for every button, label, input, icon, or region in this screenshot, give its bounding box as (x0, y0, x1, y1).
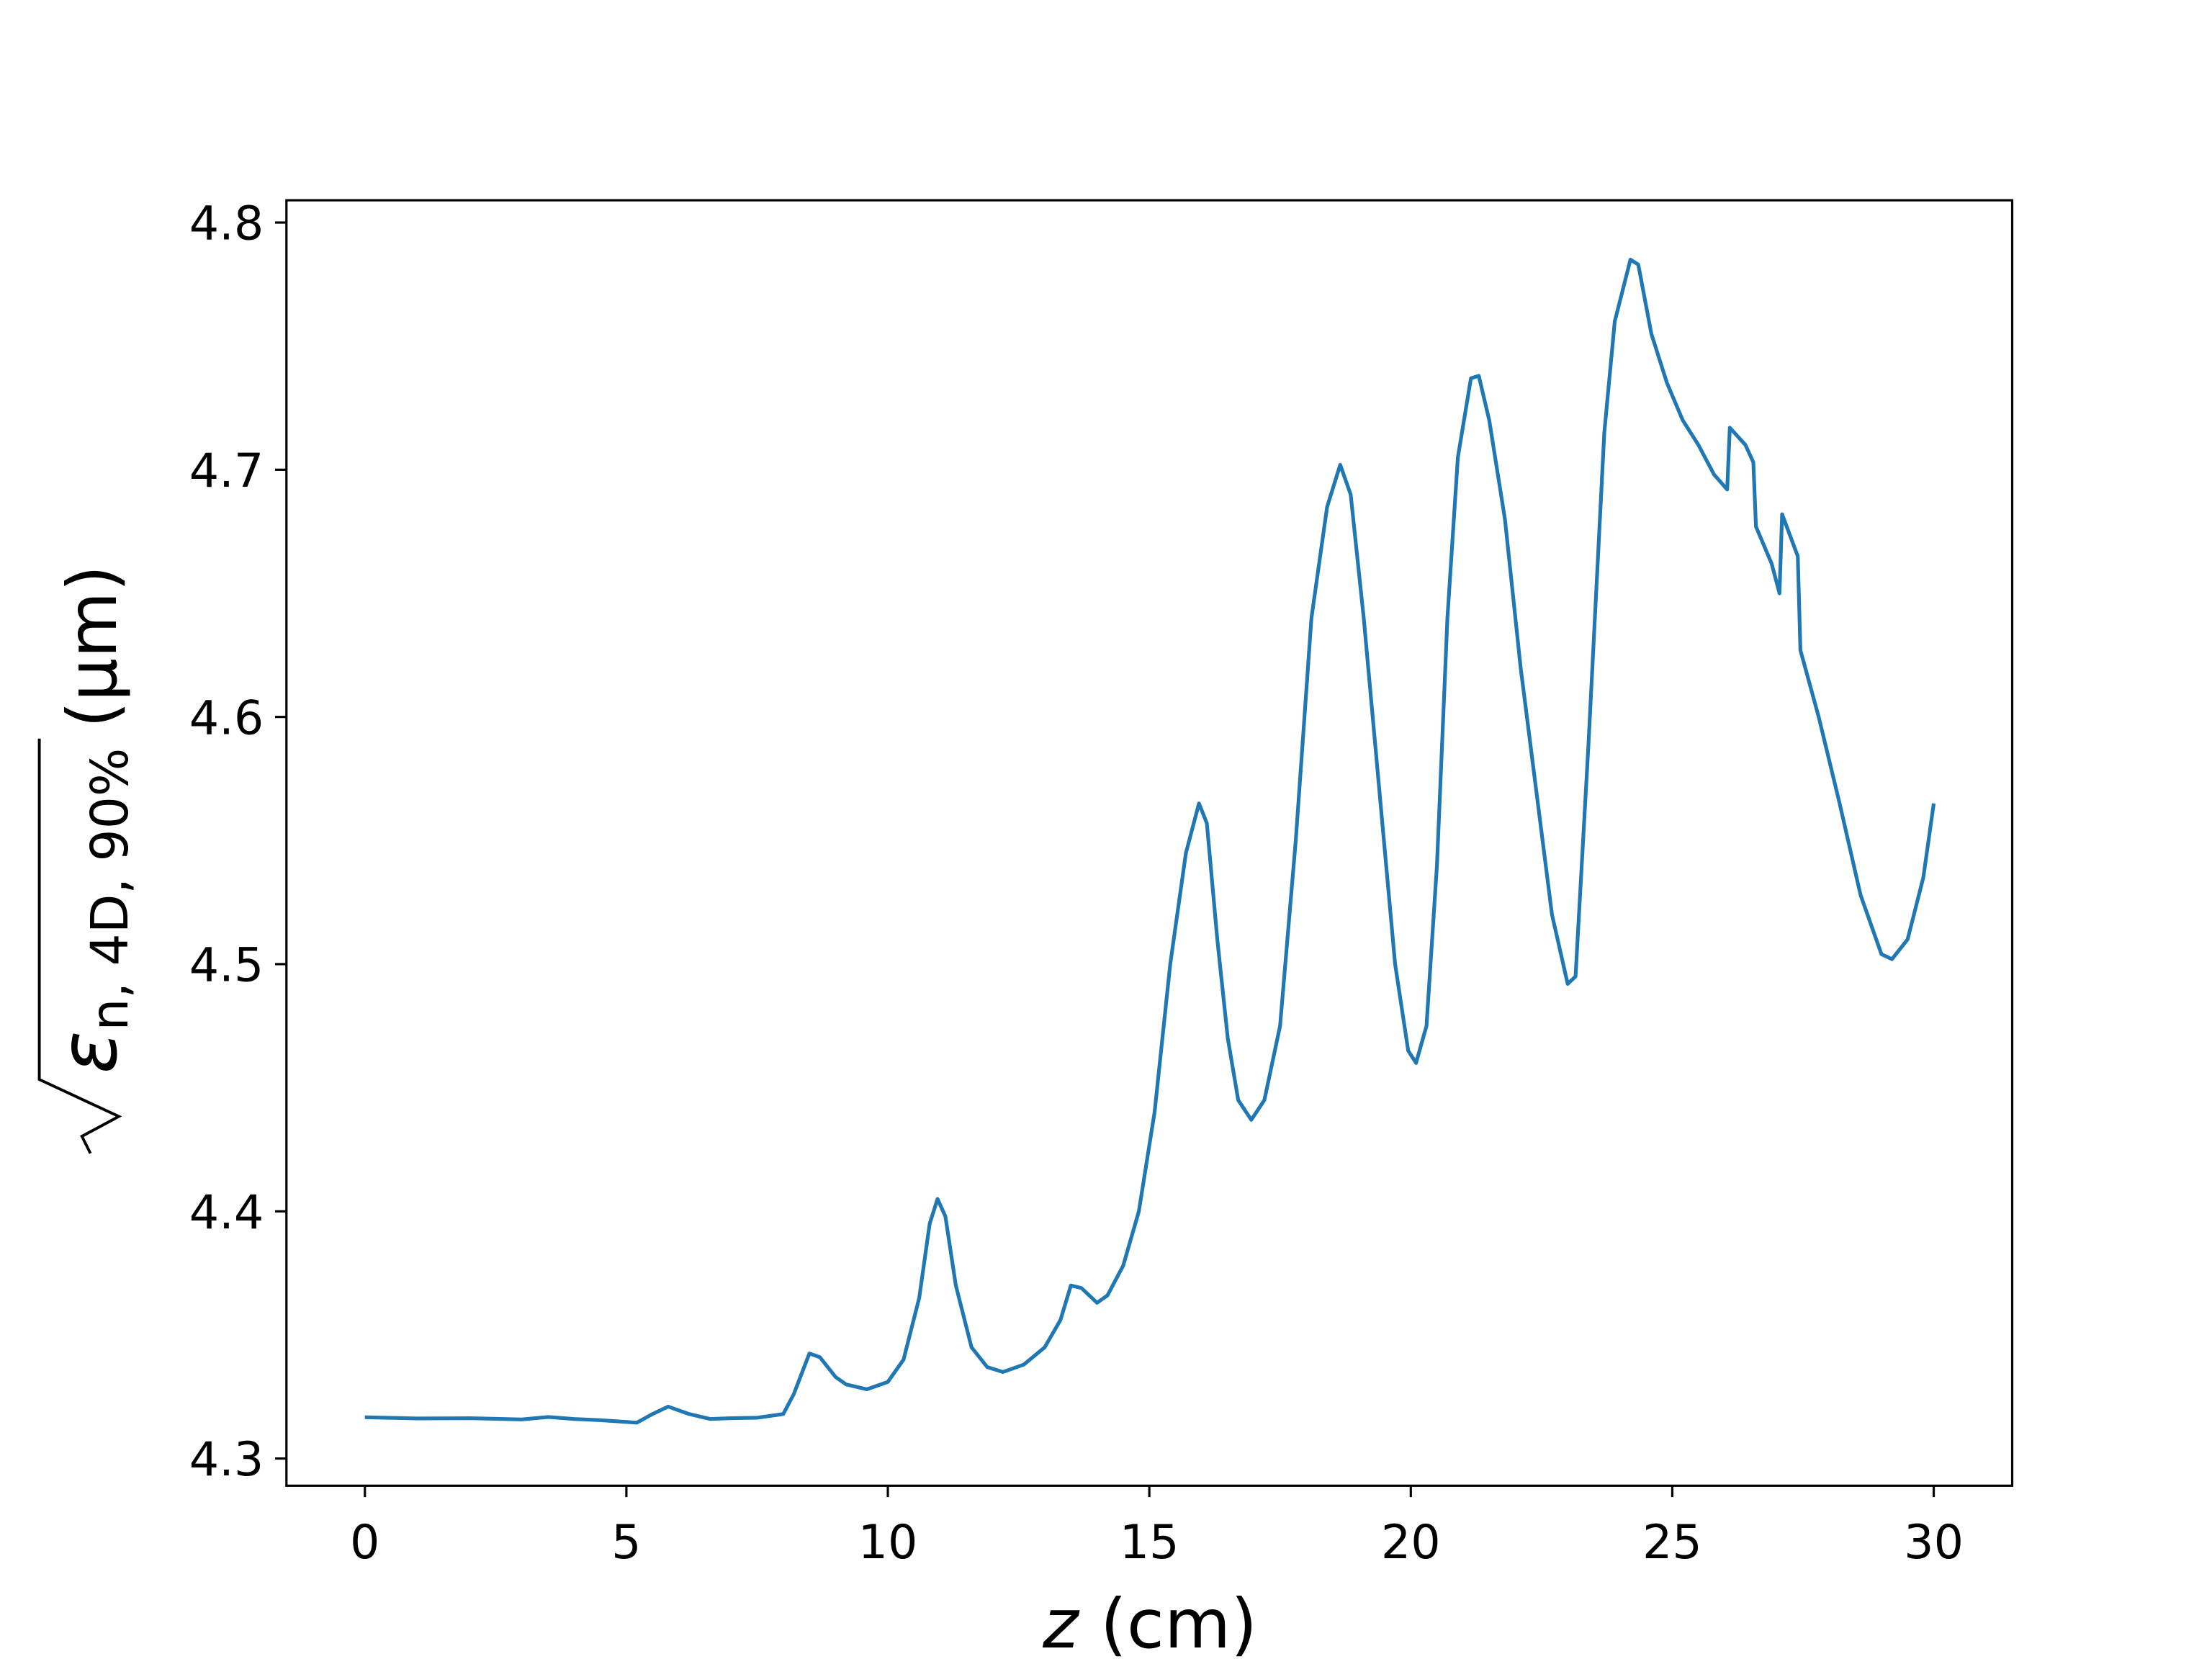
y-axis-label: εn, 4D, 90%(μm) (37, 565, 140, 1154)
x-tick-label: 10 (858, 1516, 918, 1570)
y-tick-label: 4.7 (189, 444, 264, 498)
x-tick-label: 0 (350, 1516, 379, 1570)
x-tick-label: 15 (1120, 1516, 1179, 1570)
y-tick-label: 4.5 (189, 939, 264, 993)
radical-sign (37, 738, 122, 1154)
x-axis-label: z (cm) (1042, 1585, 1257, 1659)
y-tick-label: 4.8 (189, 197, 264, 251)
x-tick-label: 25 (1642, 1516, 1702, 1570)
y-tick-label: 4.3 (189, 1433, 264, 1487)
y-tick-label: 4.6 (189, 691, 264, 745)
data-line (364, 257, 1936, 1425)
x-tick-label: 30 (1904, 1516, 1964, 1570)
y-axis-label-text: εn, 4D, 90%(μm) (42, 565, 140, 1074)
y-tick-label: 4.4 (189, 1186, 264, 1240)
plot-frame (285, 199, 2014, 1487)
x-tick-label: 5 (611, 1516, 641, 1570)
x-tick-label: 20 (1381, 1516, 1441, 1570)
